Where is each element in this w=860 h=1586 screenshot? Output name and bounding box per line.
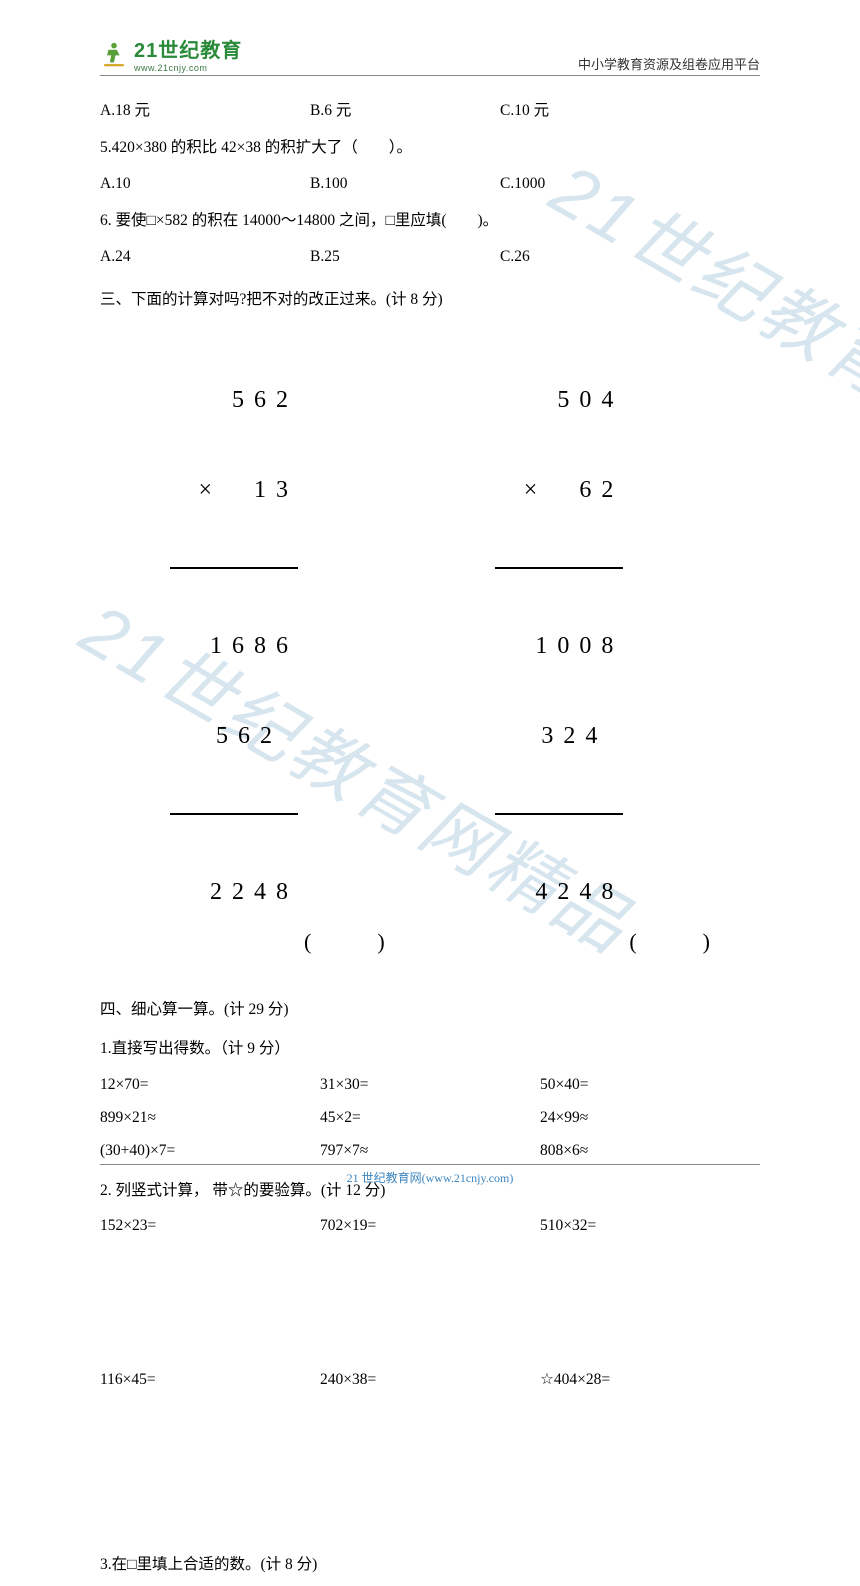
logo-text-cn: 21世纪教育: [134, 34, 242, 63]
sub1-r1c0: 899×21≈: [100, 1103, 320, 1132]
sub2-r1c2: ☆404×28=: [540, 1365, 760, 1394]
calc2-line1: [495, 567, 623, 569]
work-space-1: [100, 1241, 760, 1361]
sub2-row1: 116×45= 240×38= ☆404×28=: [100, 1365, 760, 1394]
q4-optC: C.10 元: [500, 96, 690, 125]
sub1-row0: 12×70= 31×30= 50×40=: [100, 1070, 760, 1099]
q5-options: A.10 B.100 C.1000: [100, 169, 760, 198]
calc1-l1: 562: [170, 385, 298, 415]
q6-optC: C.26: [500, 242, 690, 271]
vertical-calc-pair: 562 × 13 1686 562 2248 ( ) 504 × 62 1008…: [100, 325, 760, 967]
sub2-r1c0: 116×45=: [100, 1365, 320, 1394]
page-header: 21世纪教育 www.21cnjy.com 中小学教育资源及组卷应用平台: [100, 34, 760, 76]
calc1-l4: 562: [170, 721, 298, 751]
q6-optA: A.24: [100, 242, 310, 271]
calc1-line1: [170, 567, 298, 569]
section4-sub1-title: 1.直接写出得数。（计 9 分）: [100, 1034, 760, 1063]
calc2-line2: [495, 813, 623, 815]
section4-title: 四、细心算一算。(计 29 分): [100, 995, 760, 1024]
header-right-text: 中小学教育资源及组卷应用平台: [578, 54, 760, 73]
calc2-paren: ( ): [623, 921, 710, 963]
sub1-r2c1: 797×7≈: [320, 1136, 540, 1165]
sub1-r0c0: 12×70=: [100, 1070, 320, 1099]
calc1-paren: ( ): [298, 921, 385, 963]
q6-optB: B.25: [310, 242, 500, 271]
sub1-row1: 899×21≈ 45×2= 24×99≈: [100, 1103, 760, 1132]
sub1-r1c2: 24×99≈: [540, 1103, 760, 1132]
calc2-l4: 324: [495, 721, 623, 751]
q5-optA: A.10: [100, 169, 310, 198]
page-footer: 21 世纪教育网(www.21cnjy.com): [100, 1164, 760, 1186]
calc1-l5: 2248: [170, 877, 298, 907]
calc1-line2: [170, 813, 298, 815]
calc2-l5: 4248: [495, 877, 623, 907]
q6-options: A.24 B.25 C.26: [100, 242, 760, 271]
q4-options: A.18 元 B.6 元 C.10 元: [100, 96, 760, 125]
logo-text-en: www.21cnjy.com: [134, 63, 242, 73]
logo: 21世纪教育 www.21cnjy.com: [100, 34, 242, 73]
sub1-r0c2: 50×40=: [540, 1070, 760, 1099]
calc1: 562 × 13 1686 562 2248 ( ): [170, 325, 385, 967]
sub1-r2c0: (30+40)×7=: [100, 1136, 320, 1165]
calc2: 504 × 62 1008 324 4248 ( ): [495, 325, 710, 967]
sub1-r1c1: 45×2=: [320, 1103, 540, 1132]
calc1-l2: × 13: [170, 475, 298, 505]
page-content: A.18 元 B.6 元 C.10 元 5.420×380 的积比 42×38 …: [100, 96, 760, 1586]
q5-stem: 5.420×380 的积比 42×38 的积扩大了（ ）。: [100, 133, 760, 162]
section4-sub3-title: 3.在□里填上合适的数。(计 8 分): [100, 1550, 760, 1579]
q5-optB: B.100: [310, 169, 500, 198]
calc2-l1: 504: [495, 385, 623, 415]
sub2-r1c1: 240×38=: [320, 1365, 540, 1394]
sub1-r2c2: 808×6≈: [540, 1136, 760, 1165]
sub1-r0c1: 31×30=: [320, 1070, 540, 1099]
sub1-row2: (30+40)×7= 797×7≈ 808×6≈: [100, 1136, 760, 1165]
calc2-l2: × 62: [495, 475, 623, 505]
calc2-l3: 1008: [495, 631, 623, 661]
runner-icon: [100, 40, 128, 68]
work-space-2: [100, 1394, 760, 1544]
q4-optA: A.18 元: [100, 96, 310, 125]
q5-optC: C.1000: [500, 169, 690, 198]
calc1-l3: 1686: [170, 631, 298, 661]
section3-title: 三、下面的计算对吗?把不对的改正过来。(计 8 分): [100, 285, 760, 314]
q6-stem: 6. 要使□×582 的积在 14000～14800 之间，□里应填( )。: [100, 206, 760, 235]
q4-optB: B.6 元: [310, 96, 500, 125]
